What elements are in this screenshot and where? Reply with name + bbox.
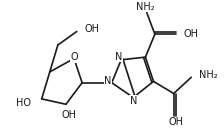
- Text: HO: HO: [16, 98, 31, 108]
- Text: O: O: [71, 52, 78, 62]
- Text: OH: OH: [184, 29, 199, 39]
- Text: N: N: [104, 76, 111, 86]
- Text: N: N: [130, 96, 137, 106]
- Text: OH: OH: [169, 117, 184, 127]
- Text: OH: OH: [61, 109, 76, 120]
- Text: OH: OH: [84, 24, 99, 34]
- Text: NH₂: NH₂: [136, 2, 155, 12]
- Text: NH₂: NH₂: [199, 70, 218, 80]
- Text: N: N: [115, 52, 122, 62]
